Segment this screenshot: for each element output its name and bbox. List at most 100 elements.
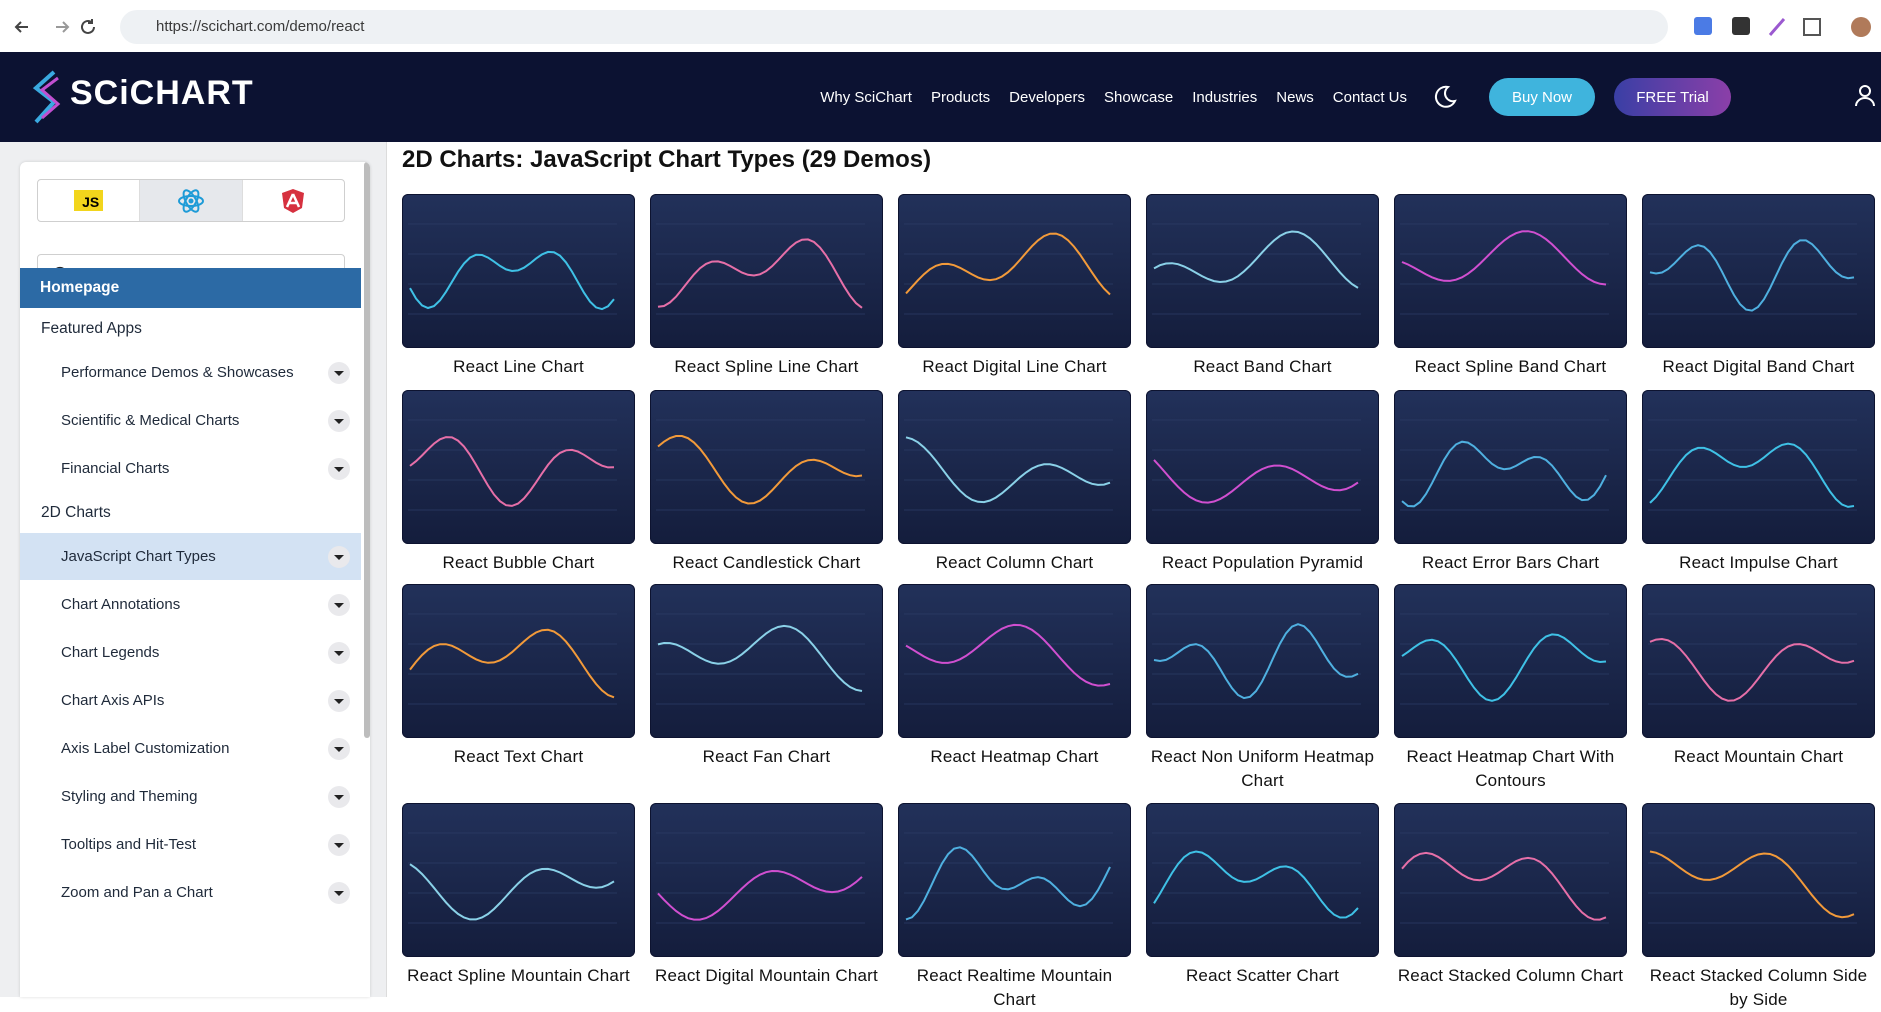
sidebar-subitem[interactable]: Performance Demos & Showcases xyxy=(61,364,294,381)
demo-card-title: React Stacked Column Side by Side xyxy=(1649,966,1868,1009)
nav-link[interactable]: Developers xyxy=(1009,88,1086,106)
logo-mark[interactable] xyxy=(28,68,64,126)
demo-card[interactable]: React Mountain Chart xyxy=(1642,584,1875,769)
demo-thumbnail xyxy=(1146,803,1379,957)
sidebar-subitem[interactable]: Chart Legends xyxy=(61,644,160,661)
demo-card-title: React Text Chart xyxy=(453,747,584,766)
tab-angular[interactable] xyxy=(243,180,344,221)
sidebar-item-active[interactable]: Homepage xyxy=(20,268,361,308)
demo-thumbnail xyxy=(1146,584,1379,738)
tab-react[interactable] xyxy=(140,180,243,221)
demo-thumbnail xyxy=(402,803,635,957)
demo-card[interactable]: React Spline Mountain Chart xyxy=(402,803,635,988)
demo-thumbnail xyxy=(1146,194,1379,348)
demo-card[interactable]: React Population Pyramid xyxy=(1146,390,1379,575)
url-text: https://scichart.com/demo/react xyxy=(156,18,365,35)
demo-card-title: React Scatter Chart xyxy=(1185,966,1340,985)
expand-chevron[interactable] xyxy=(328,690,350,712)
demo-card[interactable]: React Band Chart xyxy=(1146,194,1379,379)
expand-chevron[interactable] xyxy=(328,546,350,568)
expand-chevron[interactable] xyxy=(328,362,350,384)
theme-toggle[interactable] xyxy=(1432,84,1458,110)
expand-chevron[interactable] xyxy=(328,786,350,808)
demo-card[interactable]: React Scatter Chart xyxy=(1146,803,1379,988)
sidebar-subitem[interactable]: Chart Axis APIs xyxy=(61,692,165,709)
nav-link[interactable]: Industries xyxy=(1192,88,1258,106)
demo-card[interactable]: React Stacked Column Chart xyxy=(1394,803,1627,988)
demo-card-title: React Fan Chart xyxy=(702,747,831,766)
demo-thumbnail xyxy=(898,803,1131,957)
demo-card-title: React Error Bars Chart xyxy=(1421,553,1600,572)
logo-text[interactable]: SCiCHART xyxy=(70,74,254,112)
sidebar-subitem[interactable]: Tooltips and Hit-Test xyxy=(61,836,197,853)
free-trial-button[interactable]: FREE Trial xyxy=(1614,78,1731,116)
scrollbar-thumb[interactable] xyxy=(364,162,370,738)
react-icon xyxy=(177,188,204,213)
sidebar-active-bg xyxy=(20,533,361,580)
sidebar-subitem[interactable]: Financial Charts xyxy=(61,460,170,477)
demo-card[interactable]: React Heatmap Chart With Contours xyxy=(1394,584,1627,793)
sidebar-section[interactable]: 2D Charts xyxy=(41,504,111,521)
demo-card[interactable]: React Spline Band Chart xyxy=(1394,194,1627,379)
demo-thumbnail xyxy=(1642,194,1875,348)
sidebar-subitem[interactable]: Scientific & Medical Charts xyxy=(61,412,240,429)
demo-thumbnail xyxy=(1394,803,1627,957)
demo-card[interactable]: React Stacked Column Side by Side xyxy=(1642,803,1875,1012)
tab-js[interactable]: JS xyxy=(38,180,141,221)
demo-thumbnail xyxy=(898,194,1131,348)
demo-card[interactable]: React Bubble Chart xyxy=(402,390,635,575)
demo-card[interactable]: React Impulse Chart xyxy=(1642,390,1875,575)
buy-now-button[interactable]: Buy Now xyxy=(1489,78,1595,116)
demo-card-title: React Column Chart xyxy=(935,553,1094,572)
demo-card-title: React Spline Band Chart xyxy=(1414,357,1607,376)
sidebar-subitem[interactable]: Axis Label Customization xyxy=(61,740,230,757)
nav-link[interactable]: News xyxy=(1276,88,1314,106)
browser-controls[interactable] xyxy=(10,14,100,40)
expand-chevron[interactable] xyxy=(328,594,350,616)
sidebar-section[interactable]: Featured Apps xyxy=(41,320,142,337)
demo-card[interactable]: React Digital Line Chart xyxy=(898,194,1131,379)
expand-chevron[interactable] xyxy=(328,458,350,480)
expand-chevron[interactable] xyxy=(328,882,350,904)
sidebar-subitem[interactable]: Styling and Theming xyxy=(61,788,198,805)
sidebar-subitem[interactable]: JavaScript Chart Types xyxy=(61,548,216,565)
demo-card[interactable]: React Non Uniform Heatmap Chart xyxy=(1146,584,1379,793)
site-header: SCiCHART Why SciChart Products Developers S… xyxy=(0,52,1881,142)
demo-card[interactable]: React Text Chart xyxy=(402,584,635,769)
demo-thumbnail xyxy=(650,390,883,544)
demo-card[interactable]: React Line Chart xyxy=(402,194,635,379)
nav-link[interactable]: Products xyxy=(930,88,991,106)
expand-chevron[interactable] xyxy=(328,834,350,856)
expand-chevron[interactable] xyxy=(328,642,350,664)
user-icon[interactable] xyxy=(1854,84,1876,108)
demo-card[interactable]: React Column Chart xyxy=(898,390,1131,575)
demo-thumbnail xyxy=(1394,584,1627,738)
demo-thumbnail xyxy=(650,803,883,957)
expand-chevron[interactable] xyxy=(328,410,350,432)
sidebar-subitem[interactable]: Zoom and Pan a Chart xyxy=(61,884,213,901)
demo-card[interactable]: React Heatmap Chart xyxy=(898,584,1131,769)
demo-card[interactable]: React Spline Line Chart xyxy=(650,194,883,379)
demo-card[interactable]: React Error Bars Chart xyxy=(1394,390,1627,575)
demo-card[interactable]: React Candlestick Chart xyxy=(650,390,883,575)
demo-card[interactable]: React Digital Mountain Chart xyxy=(650,803,883,988)
demo-thumbnail xyxy=(1642,803,1875,957)
demo-card[interactable]: React Digital Band Chart xyxy=(1642,194,1875,379)
demo-thumbnail xyxy=(402,194,635,348)
nav-link[interactable]: Contact Us xyxy=(1332,88,1407,106)
demo-card-title: React Heatmap Chart With Contours xyxy=(1406,747,1615,790)
url-field[interactable]: https://scichart.com/demo/react xyxy=(120,10,1668,44)
sidebar-subitem[interactable]: Chart Annotations xyxy=(61,596,181,613)
demo-card[interactable]: React Realtime Mountain Chart xyxy=(898,803,1131,1012)
demo-thumbnail xyxy=(650,194,883,348)
demo-thumbnail xyxy=(402,584,635,738)
demo-card-title: React Digital Mountain Chart xyxy=(655,966,878,985)
demo-thumbnail xyxy=(650,584,883,738)
demo-card-title: React Realtime Mountain Chart xyxy=(916,966,1113,1009)
nav-link[interactable]: Showcase xyxy=(1104,88,1174,106)
demo-card[interactable]: React Fan Chart xyxy=(650,584,883,769)
nav-link[interactable]: Why SciChart xyxy=(820,88,912,106)
demo-thumbnail xyxy=(1642,584,1875,738)
browser-bar: https://scichart.com/demo/react xyxy=(0,0,1881,53)
expand-chevron[interactable] xyxy=(328,738,350,760)
